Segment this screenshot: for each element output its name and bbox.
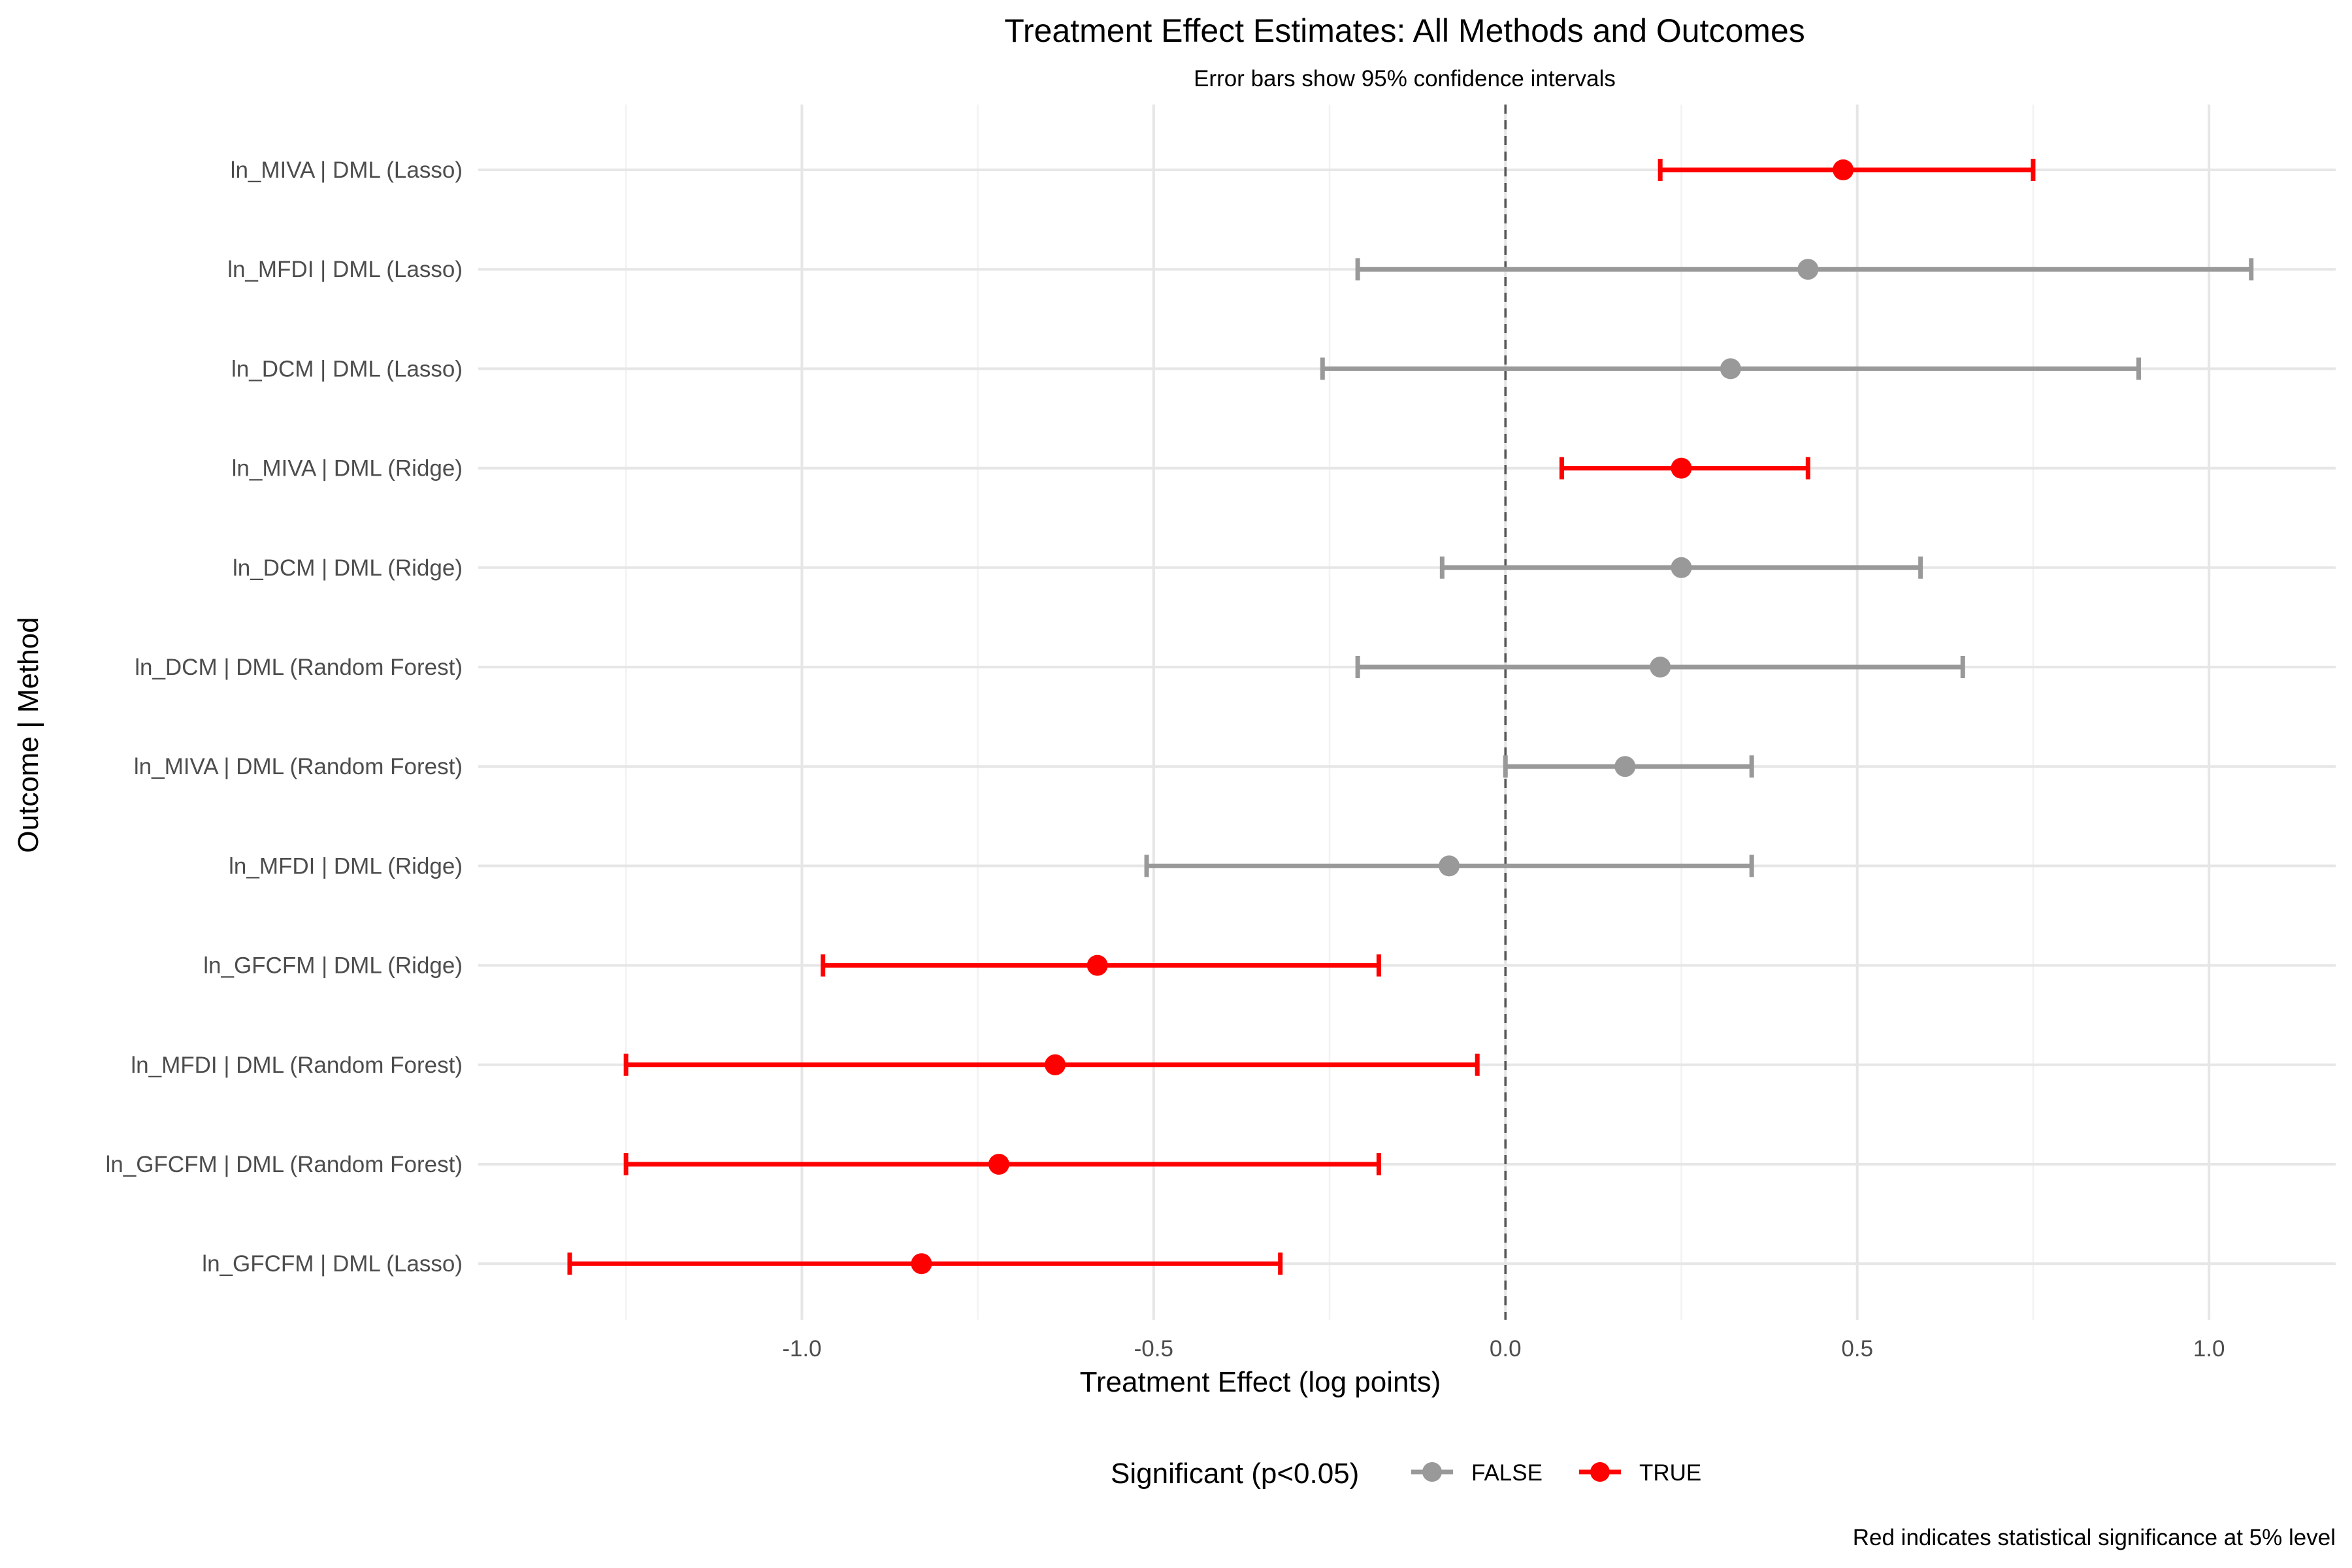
point-estimate <box>1833 159 1854 180</box>
x-tick-label: 1.0 <box>2193 1336 2225 1362</box>
y-tick-label: ln_GFCFM | DML (Random Forest) <box>106 1152 463 1177</box>
chart-title: Treatment Effect Estimates: All Methods … <box>1004 12 1805 49</box>
point-estimate <box>1650 657 1671 678</box>
legend-key-point <box>1590 1462 1610 1482</box>
y-axis-tick-labels: ln_MIVA | DML (Lasso) ln_MFDI | DML (Lass… <box>106 157 463 1277</box>
point-estimate <box>1086 955 1108 976</box>
grid-minor <box>625 105 2034 1320</box>
y-tick-label: ln_MIVA | DML (Lasso) <box>231 157 463 183</box>
y-tick-label: ln_MFDI | DML (Random Forest) <box>131 1053 463 1078</box>
point-estimate <box>1045 1054 1066 1075</box>
point-estimates <box>911 159 1854 1275</box>
y-tick-label: ln_DCM | DML (Ridge) <box>233 555 463 581</box>
point-estimate <box>988 1154 1009 1175</box>
grid-major <box>800 105 2211 1320</box>
point-estimate <box>911 1253 932 1275</box>
chart-caption: Red indicates statistical significance a… <box>1853 1525 2336 1550</box>
legend-label: TRUE <box>1639 1460 1701 1486</box>
chart-subtitle: Error bars show 95% confidence intervals <box>1194 66 1616 91</box>
y-tick-label: ln_MFDI | DML (Lasso) <box>227 257 463 282</box>
legend-title: Significant (p<0.05) <box>1111 1458 1359 1490</box>
legend-entry: FALSE <box>1411 1460 1543 1486</box>
point-estimate <box>1671 457 1692 479</box>
x-tick-label: -0.5 <box>1134 1336 1173 1362</box>
x-tick-label: 0.0 <box>1490 1336 1522 1362</box>
y-axis-title: Outcome | Method <box>12 617 44 853</box>
x-axis-title: Treatment Effect (log points) <box>1080 1366 1441 1398</box>
y-tick-label: ln_MIVA | DML (Ridge) <box>232 456 463 482</box>
point-estimate <box>1614 756 1636 777</box>
point-estimate <box>1797 259 1819 280</box>
x-tick-label: 0.5 <box>1841 1336 1873 1362</box>
x-tick-label: -1.0 <box>782 1336 821 1362</box>
x-axis-tick-labels: -1.0 -0.5 0.0 0.5 1.0 <box>782 1336 2225 1362</box>
y-tick-label: ln_DCM | DML (Lasso) <box>231 356 463 382</box>
y-tick-label: ln_GFCFM | DML (Lasso) <box>202 1251 463 1277</box>
y-tick-label: ln_DCM | DML (Random Forest) <box>135 655 463 680</box>
y-tick-label: ln_MIVA | DML (Random Forest) <box>134 754 463 779</box>
point-estimate <box>1671 557 1692 578</box>
legend: Significant (p<0.05) FALSE TRUE <box>1111 1458 1701 1490</box>
legend-label: FALSE <box>1471 1460 1543 1486</box>
y-tick-label: ln_GFCFM | DML (Ridge) <box>203 953 463 979</box>
legend-entry: TRUE <box>1579 1460 1701 1486</box>
legend-key-point <box>1422 1462 1442 1482</box>
legend-entries: FALSE TRUE <box>1411 1460 1701 1486</box>
y-tick-label: ln_MFDI | DML (Ridge) <box>229 853 463 879</box>
point-estimate <box>1439 855 1460 877</box>
point-estimate <box>1720 358 1741 380</box>
